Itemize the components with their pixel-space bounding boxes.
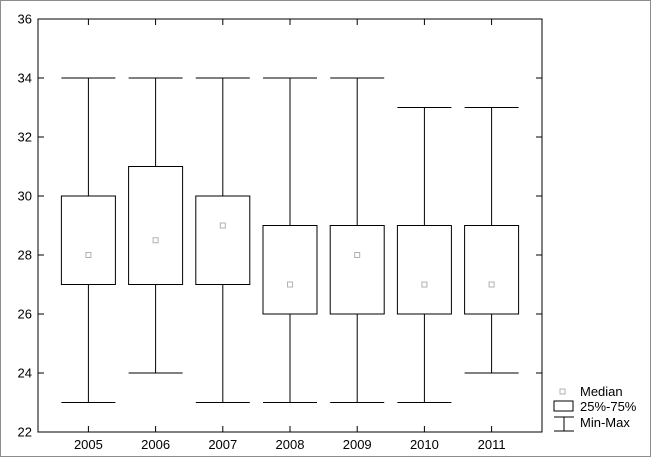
- box-2007: [195, 77, 251, 403]
- legend-label: 25%-75%: [580, 399, 637, 414]
- x-tick-label: 2009: [343, 437, 372, 452]
- median-marker: [85, 252, 92, 258]
- x-tick-label: 2011: [478, 437, 506, 452]
- legend-box-symbol: [553, 400, 574, 412]
- x-tick-label: 2006: [141, 437, 170, 452]
- iqr-box: [128, 166, 184, 285]
- box-2010: [396, 107, 452, 403]
- median-marker: [152, 237, 159, 244]
- y-tick-label: 32: [18, 130, 32, 145]
- iqr-box: [396, 225, 452, 315]
- y-tick-label: 34: [18, 71, 32, 86]
- iqr-box: [329, 225, 385, 315]
- x-tick-label: 2007: [208, 437, 237, 452]
- legend-label: Median: [580, 384, 623, 399]
- y-tick-label: 22: [18, 425, 32, 440]
- x-tick-label: 2005: [74, 437, 103, 452]
- x-tick-label: 2008: [276, 437, 305, 452]
- iqr-box: [262, 225, 318, 315]
- median-marker: [354, 252, 361, 258]
- y-tick-label: 36: [18, 12, 32, 27]
- legend-median-symbol: [559, 388, 566, 395]
- x-axis: 2005 2006 2007 2008 2009 2010 2011: [74, 19, 506, 452]
- y-tick-label: 28: [18, 248, 32, 263]
- legend-label: Min-Max: [580, 415, 630, 430]
- box-2009: [329, 77, 385, 403]
- iqr-box: [464, 225, 520, 315]
- y-tick-label: 30: [18, 189, 32, 204]
- median-marker: [219, 222, 226, 229]
- median-marker: [488, 281, 495, 288]
- x-tick-label: 2010: [410, 437, 439, 452]
- box-2005: [60, 77, 116, 403]
- box-2011: [464, 107, 520, 374]
- y-axis: 22 24 26 28 30 32 34 36: [18, 12, 542, 440]
- median-marker: [287, 281, 293, 288]
- median-marker: [421, 281, 428, 288]
- box-2006: [128, 77, 184, 374]
- box-2008: [262, 77, 318, 403]
- y-tick-label: 24: [18, 366, 32, 381]
- iqr-box: [195, 195, 251, 285]
- y-tick-label: 26: [18, 307, 32, 322]
- iqr-box: [60, 195, 116, 285]
- box-series: [60, 77, 520, 403]
